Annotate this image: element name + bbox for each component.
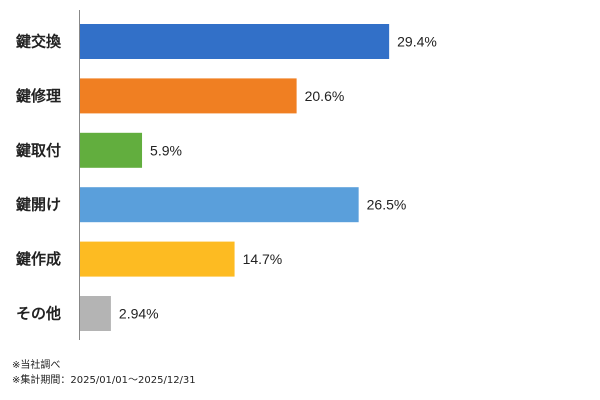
category-label-1: 鍵修理 — [16, 87, 61, 105]
value-label-5: 2.94% — [119, 306, 159, 322]
bar-4 — [80, 241, 235, 277]
footnote-source: ※当社調べ — [12, 360, 61, 371]
bar-3 — [80, 187, 359, 223]
category-label-0: 鍵交換 — [16, 33, 62, 51]
value-label-2: 5.9% — [150, 142, 182, 158]
footnote-period: ※集計期間：2025/01/01～2025/12/31 — [12, 375, 196, 386]
bar-5 — [80, 296, 111, 331]
footnotes: ※当社調べ ※集計期間：2025/01/01～2025/12/31 — [12, 358, 196, 388]
value-label-4: 14.7% — [243, 251, 283, 267]
value-label-1: 20.6% — [305, 88, 345, 104]
value-label-3: 26.5% — [367, 197, 407, 213]
bar-2 — [80, 132, 143, 168]
category-label-4: 鍵作成 — [16, 250, 61, 268]
category-label-5: その他 — [16, 305, 61, 323]
category-label-2: 鍵取付 — [16, 141, 61, 159]
bars-layer — [80, 24, 390, 331]
labels-layer: 鍵交換 29.4% 鍵修理 20.6% 鍵取付 5.9% 鍵開け 26.5% 鍵作成 14.7% そ… — [16, 33, 437, 323]
value-label-0: 29.4% — [397, 34, 437, 50]
category-label-3: 鍵開け — [16, 196, 61, 214]
bar-1 — [80, 78, 297, 114]
bar-0 — [80, 24, 390, 59]
